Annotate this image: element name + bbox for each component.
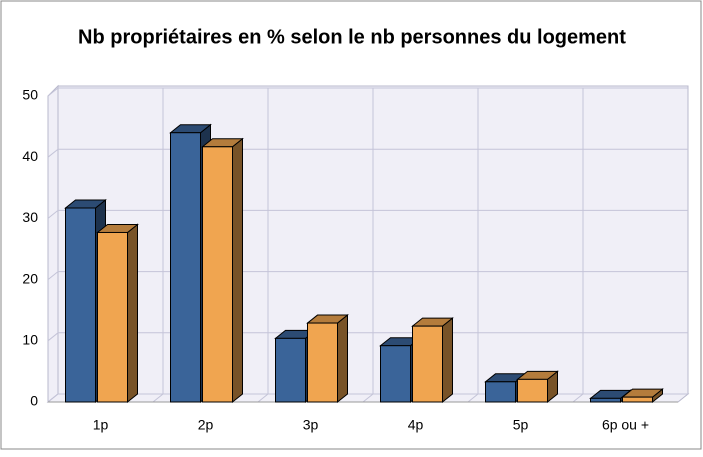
x-tick-label: 2p [198,417,214,433]
x-tick-label: 6p ou + [602,417,649,433]
bar-side [442,317,453,404]
side-wall [47,84,59,404]
bar [201,137,244,404]
bar-front [485,381,516,403]
y-tick-label: 20 [22,270,38,286]
y-tick-label: 10 [22,332,38,348]
bar-side [232,137,243,404]
bar [516,370,559,404]
x-tick-label: 5p [513,417,529,433]
y-tick-label: 50 [22,87,38,103]
bar [306,314,349,404]
bar-front [517,378,548,403]
category-divider [467,88,479,403]
bar-front [97,231,128,403]
bar-side [127,223,138,404]
bar-front [307,322,338,403]
bar [96,223,139,404]
x-tick-label: 1p [93,417,109,433]
bar-front [275,337,306,403]
bar-front [622,396,653,403]
bar-front [170,132,201,403]
y-tick-label: 30 [22,209,38,225]
x-tick-label: 4p [408,417,424,433]
chart-title: Nb propriétaires en % selon le nb person… [78,26,626,48]
bar [411,317,454,404]
bar-front [590,397,621,403]
y-tick-label: 40 [22,148,38,164]
bar-front [412,325,443,403]
bar-front [65,207,96,403]
y-tick-label: 0 [30,393,38,409]
x-tick-label: 3p [303,417,319,433]
category-divider [257,88,269,403]
bar [621,388,664,404]
bar-side [337,314,348,404]
category-divider [152,88,164,403]
bar-front [202,146,233,403]
category-divider [362,88,374,403]
bar-front [380,345,411,403]
category-divider [572,88,584,403]
